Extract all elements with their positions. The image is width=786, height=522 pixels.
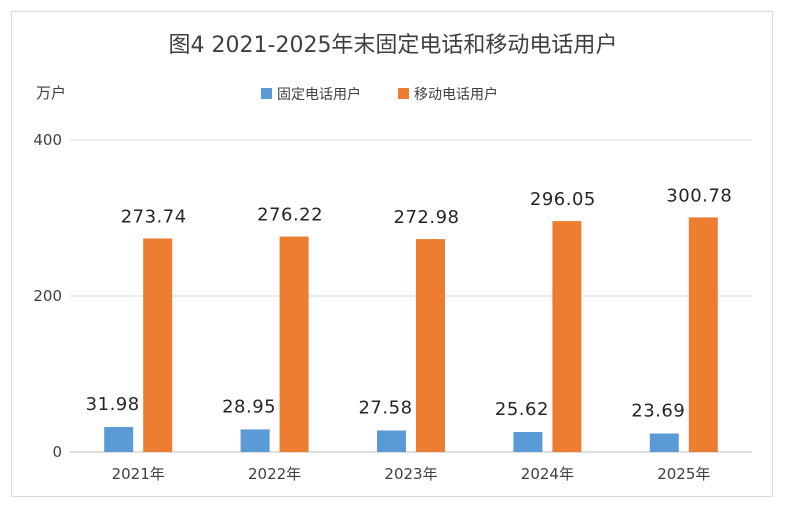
legend-swatch-2 xyxy=(398,88,409,99)
bar-fixed-2023年 xyxy=(377,430,406,452)
y-tick-label: 0 xyxy=(52,443,62,461)
data-label-fixed: 31.98 xyxy=(86,394,140,415)
bar-mobile-2025年 xyxy=(688,217,718,452)
legend-label-1: 固定电话用户 xyxy=(277,86,361,103)
data-label-mobile: 296.05 xyxy=(530,189,596,210)
bars xyxy=(104,217,718,452)
data-label-fixed: 28.95 xyxy=(222,396,276,417)
gridlines xyxy=(70,139,752,453)
bar-mobile-2022年 xyxy=(279,236,309,452)
bar-fixed-2022年 xyxy=(240,429,270,452)
legend-label-2: 移动电话用户 xyxy=(414,86,498,103)
data-label-mobile: 272.98 xyxy=(394,207,460,228)
data-label-mobile: 276.22 xyxy=(257,205,323,226)
data-label-fixed: 25.62 xyxy=(495,399,549,420)
y-tick-label: 400 xyxy=(33,131,62,149)
bar-mobile-2021年 xyxy=(143,238,173,452)
y-axis-ticks: 0 200 400 xyxy=(33,131,62,461)
bar-mobile-2023年 xyxy=(416,239,445,452)
legend-swatch-1 xyxy=(261,88,272,99)
data-label-mobile: 300.78 xyxy=(666,185,732,206)
x-category-label: 2023年 xyxy=(384,465,437,483)
x-axis-categories: 2021年 2022年 2023年 2024年 2025年 xyxy=(112,465,711,483)
bar-fixed-2021年 xyxy=(104,427,134,452)
data-label-fixed: 23.69 xyxy=(631,401,685,422)
chart-title: 图4 2021-2025年末固定电话和移动电话用户 xyxy=(169,33,618,58)
data-labels: 31.98 273.74 28.95 276.22 27.58 272.98 25.62 29… xyxy=(86,185,732,422)
bar-fixed-2024年 xyxy=(513,432,543,452)
data-label-mobile: 273.74 xyxy=(121,206,187,227)
data-label-fixed: 27.58 xyxy=(358,397,412,418)
x-category-label: 2025年 xyxy=(657,465,710,483)
x-category-label: 2022年 xyxy=(248,465,301,483)
y-tick-label: 200 xyxy=(33,287,62,305)
x-category-label: 2024年 xyxy=(521,465,574,483)
chart-frame xyxy=(11,11,773,497)
bar-fixed-2025年 xyxy=(649,433,679,452)
y-axis-unit-label: 万户 xyxy=(36,84,66,102)
legend: 固定电话用户 移动电话用户 xyxy=(261,86,498,103)
bar-mobile-2024年 xyxy=(552,221,582,452)
x-category-label: 2021年 xyxy=(112,465,165,483)
